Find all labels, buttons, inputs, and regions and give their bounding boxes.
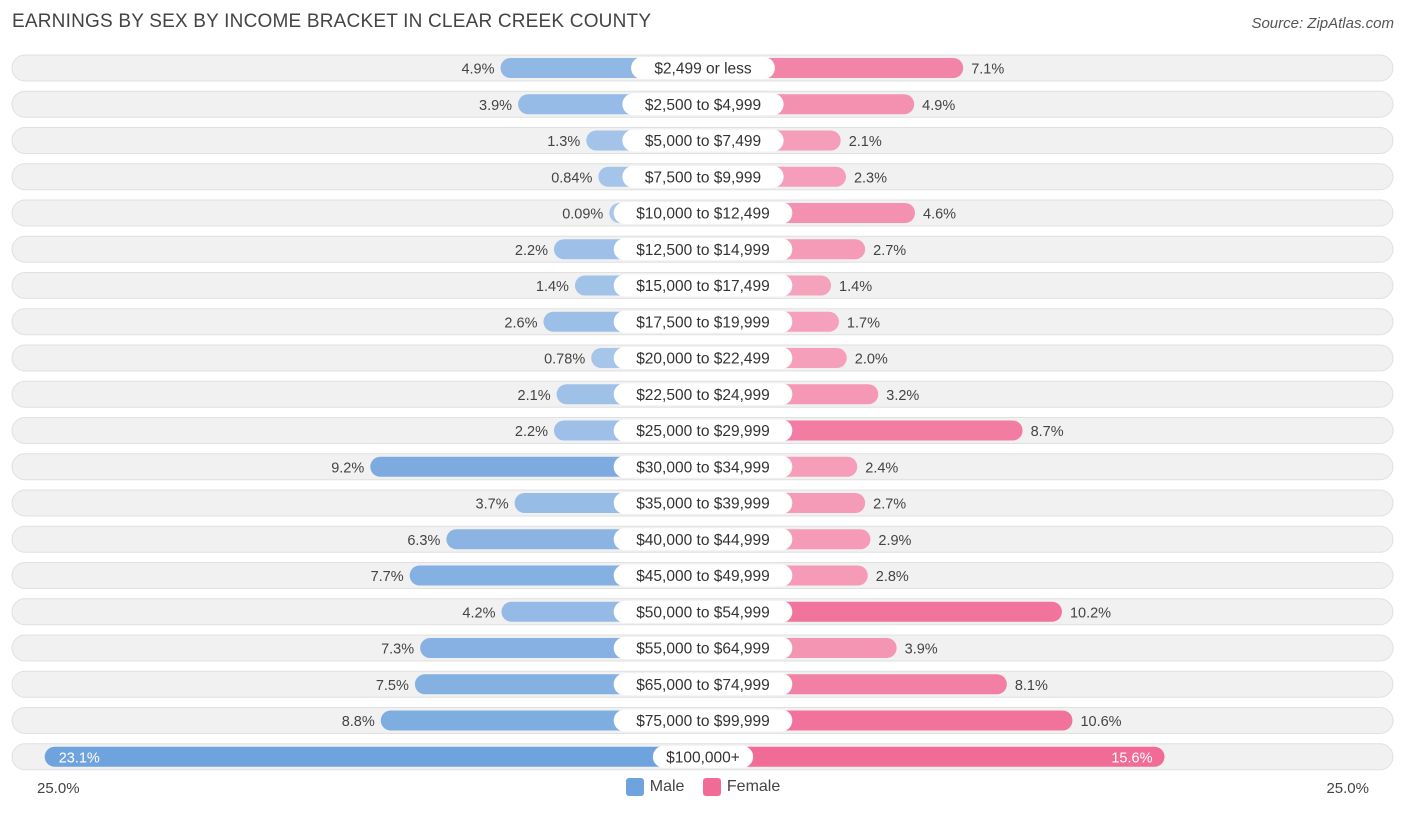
male-value-label: 2.1%: [518, 388, 551, 404]
category-label: $20,000 to $22,499: [636, 351, 770, 368]
category-label: $40,000 to $44,999: [636, 532, 770, 549]
axis-left-label: 25.0%: [37, 780, 80, 797]
female-value-label: 10.2%: [1070, 605, 1111, 621]
category-label: $10,000 to $12,499: [636, 206, 770, 223]
female-bar: [703, 601, 1062, 622]
category-pill: [613, 347, 793, 369]
legend-swatch-female: [702, 778, 721, 796]
category-pill: [613, 564, 793, 587]
category-pill: [613, 419, 793, 442]
female-value-label: 1.4%: [839, 279, 872, 295]
male-value-label: 23.1%: [59, 750, 100, 766]
category-pill: [613, 202, 793, 224]
male-value-label: 6.3%: [407, 533, 440, 549]
category-pill: [613, 600, 793, 623]
chart-title: EARNINGS BY SEX BY INCOME BRACKET IN CLE…: [12, 11, 652, 32]
male-value-label: 0.09%: [562, 207, 603, 223]
category-label: $25,000 to $29,999: [636, 423, 770, 440]
category-label: $2,500 to $4,999: [645, 97, 761, 114]
category-label: $55,000 to $64,999: [636, 641, 770, 658]
category-pill: [613, 238, 793, 261]
category-pill: [613, 383, 793, 406]
female-value-label: 2.3%: [854, 170, 887, 186]
male-value-label: 0.78%: [544, 352, 585, 368]
male-value-label: 7.5%: [376, 678, 409, 694]
female-value-label: 2.8%: [876, 569, 909, 585]
category-pill: [622, 129, 784, 152]
category-label: $35,000 to $39,999: [636, 496, 770, 513]
male-bar: [44, 746, 704, 767]
axis-right-label: 25.0%: [1326, 780, 1369, 797]
female-value-label: 7.1%: [971, 62, 1004, 78]
legend-item-male[interactable]: Male: [625, 778, 685, 796]
legend-item-female[interactable]: Female: [702, 778, 781, 796]
female-value-label: 2.4%: [865, 460, 898, 476]
female-value-label: 4.9%: [922, 98, 955, 114]
male-value-label: 8.8%: [342, 714, 375, 730]
male-value-label: 1.4%: [536, 279, 569, 295]
category-label: $100,000+: [666, 749, 740, 766]
legend-label-male: Male: [649, 778, 685, 795]
female-value-label: 2.1%: [849, 134, 882, 150]
category-label: $12,500 to $14,999: [636, 242, 770, 259]
category-pill: [613, 709, 793, 732]
category-pill: [613, 310, 793, 333]
female-value-label: 10.6%: [1080, 714, 1121, 730]
male-value-label: 7.3%: [381, 642, 414, 658]
male-value-label: 3.7%: [476, 497, 509, 513]
male-value-label: 2.6%: [504, 315, 537, 331]
category-pill: [613, 455, 793, 478]
female-value-label: 2.0%: [855, 352, 888, 368]
category-label: $7,500 to $9,999: [645, 169, 761, 186]
source-label: Source: ZipAtlas.com: [1251, 15, 1394, 32]
category-label: $50,000 to $54,999: [636, 604, 770, 621]
category-label: $22,500 to $24,999: [636, 387, 770, 404]
male-value-label: 4.9%: [461, 62, 494, 78]
category-label: $30,000 to $34,999: [636, 459, 770, 476]
female-value-label: 8.1%: [1015, 678, 1048, 694]
female-value-label: 8.7%: [1031, 424, 1064, 440]
category-label: $45,000 to $49,999: [636, 568, 770, 585]
category-label: $75,000 to $99,999: [636, 713, 770, 730]
male-value-label: 4.2%: [462, 605, 495, 621]
male-value-label: 2.2%: [515, 424, 548, 440]
male-value-label: 9.2%: [331, 460, 364, 476]
category-pill: [613, 492, 793, 514]
category-label: $5,000 to $7,499: [645, 133, 761, 150]
category-pill: [622, 93, 784, 116]
category-pill: [613, 637, 793, 659]
legend-label-female: Female: [726, 778, 781, 795]
female-bar: [703, 710, 1073, 731]
male-value-label: 7.7%: [371, 569, 404, 585]
legend-swatch-male: [625, 778, 644, 796]
female-value-label: 3.9%: [905, 642, 938, 658]
category-pill: [622, 165, 784, 188]
male-value-label: 0.84%: [551, 170, 592, 186]
legend: Male Female: [0, 778, 1406, 801]
chart: $2,499 or less 4.9% 7.1% $2,500 to $4,999 3.…: [11, 54, 1394, 771]
category-pill: [613, 673, 793, 696]
male-value-label: 2.2%: [515, 243, 548, 259]
category-label: $2,499 or less: [654, 61, 752, 78]
category-label: $65,000 to $74,999: [636, 677, 770, 694]
category-label: $15,000 to $17,499: [636, 278, 770, 295]
category-pill: [652, 745, 754, 768]
female-value-label: 1.7%: [847, 315, 880, 331]
category-label: $17,500 to $19,999: [636, 314, 770, 331]
female-value-label: 2.9%: [878, 533, 911, 549]
female-value-label: 3.2%: [886, 388, 919, 404]
male-value-label: 3.9%: [479, 98, 512, 114]
female-value-label: 15.6%: [1111, 750, 1152, 766]
female-bar: [703, 746, 1165, 767]
category-pill: [613, 528, 793, 551]
category-pill: [631, 57, 775, 79]
female-value-label: 2.7%: [873, 497, 906, 513]
female-value-label: 4.6%: [923, 207, 956, 223]
male-value-label: 1.3%: [547, 134, 580, 150]
female-value-label: 2.7%: [873, 243, 906, 259]
category-pill: [613, 274, 793, 297]
